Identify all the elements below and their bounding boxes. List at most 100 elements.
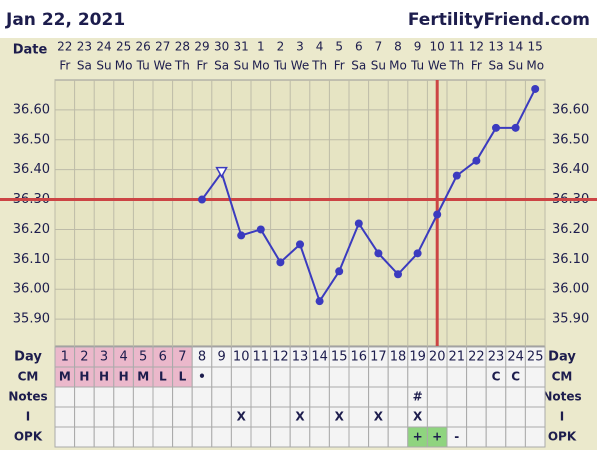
weekday: Tu bbox=[410, 59, 424, 73]
row-cell bbox=[505, 406, 526, 428]
row-cell bbox=[113, 406, 134, 428]
row-entry: M bbox=[59, 370, 71, 384]
y-tick-label-right: 36.40 bbox=[552, 162, 589, 177]
row-cell bbox=[74, 406, 95, 428]
day-number: 9 bbox=[217, 350, 225, 365]
date: 5 bbox=[335, 40, 343, 54]
date: 15 bbox=[528, 40, 543, 54]
date: 22 bbox=[57, 40, 72, 54]
row-cell bbox=[466, 406, 487, 428]
row-cell bbox=[505, 426, 526, 448]
date: 3 bbox=[296, 40, 304, 54]
data-point bbox=[433, 210, 442, 219]
row-cell bbox=[446, 406, 468, 428]
data-point bbox=[296, 240, 304, 249]
data-point bbox=[256, 225, 265, 234]
row-cell bbox=[407, 366, 428, 388]
row-cell bbox=[524, 406, 546, 428]
y-tick-label-right: 36.10 bbox=[552, 252, 589, 267]
row-cell bbox=[485, 386, 507, 408]
day-number: 22 bbox=[468, 350, 485, 365]
date: 30 bbox=[214, 40, 229, 54]
data-point bbox=[472, 156, 481, 165]
date: 14 bbox=[508, 40, 523, 54]
date: 2 bbox=[277, 40, 285, 54]
date: 25 bbox=[116, 40, 131, 54]
day-number: 17 bbox=[370, 350, 387, 365]
row-cell bbox=[191, 406, 213, 428]
row-cell bbox=[309, 386, 330, 408]
date: 4 bbox=[316, 40, 324, 54]
row-entry: + bbox=[432, 430, 442, 444]
weekday: Mo bbox=[526, 59, 544, 73]
date: 31 bbox=[234, 40, 249, 54]
row-cell bbox=[368, 366, 389, 388]
row-cell bbox=[270, 366, 291, 388]
y-tick-label: 36.40 bbox=[13, 162, 50, 177]
weekday: Fr bbox=[334, 59, 345, 73]
row-cell bbox=[348, 406, 370, 428]
date: 13 bbox=[488, 40, 503, 54]
row-cell bbox=[172, 386, 193, 408]
data-point bbox=[315, 297, 324, 306]
row-cell bbox=[270, 386, 291, 408]
row-cell bbox=[328, 426, 350, 448]
row-cell bbox=[485, 426, 507, 448]
row-cell bbox=[230, 366, 252, 388]
weekday: Fr bbox=[471, 59, 482, 73]
row-cell bbox=[426, 386, 448, 408]
row-cell bbox=[250, 426, 272, 448]
row-entry: X bbox=[413, 410, 423, 424]
row-entry: • bbox=[198, 370, 206, 384]
y-tick-label-right: 36.20 bbox=[552, 222, 589, 237]
weekday: Tu bbox=[273, 59, 287, 73]
day-number: 2 bbox=[80, 350, 88, 365]
row-cell bbox=[132, 406, 154, 428]
day-number: 24 bbox=[507, 350, 524, 365]
data-point bbox=[198, 195, 206, 204]
row-cell bbox=[211, 366, 232, 388]
day-number: 23 bbox=[488, 350, 505, 365]
date: 29 bbox=[194, 40, 209, 54]
row-cell bbox=[250, 406, 272, 428]
y-tick-label-right: 36.50 bbox=[552, 132, 589, 147]
row-cell bbox=[211, 426, 232, 448]
day-number: 13 bbox=[292, 350, 309, 365]
row-label: I bbox=[26, 410, 30, 424]
row-cell bbox=[132, 386, 154, 408]
y-tick-label-right: 36.00 bbox=[552, 282, 589, 297]
day-number: 18 bbox=[390, 350, 407, 365]
row-cell bbox=[289, 366, 311, 388]
row-entry: - bbox=[454, 430, 459, 444]
data-point bbox=[335, 267, 344, 276]
row-cell bbox=[426, 406, 448, 428]
data-point bbox=[215, 166, 228, 179]
row-entry: # bbox=[413, 390, 423, 404]
row-cell bbox=[524, 386, 546, 408]
y-tick-label-right: 36.60 bbox=[552, 102, 589, 117]
date-label: Date bbox=[13, 43, 48, 58]
row-label-right: I bbox=[560, 410, 564, 424]
row-cell bbox=[152, 386, 174, 408]
row-cell bbox=[74, 426, 95, 448]
row-cell bbox=[524, 426, 546, 448]
row-entry: L bbox=[159, 370, 167, 384]
row-entry: X bbox=[374, 410, 384, 424]
data-point bbox=[374, 249, 383, 258]
y-tick-label: 36.00 bbox=[13, 282, 50, 297]
row-label: CM bbox=[18, 370, 39, 384]
day-number: 11 bbox=[253, 350, 270, 365]
data-point bbox=[452, 171, 461, 180]
date: 6 bbox=[355, 40, 363, 54]
row-label: Notes bbox=[8, 390, 47, 404]
row-cell bbox=[348, 386, 370, 408]
weekday: Sa bbox=[214, 59, 229, 73]
chart-date: Jan 22, 2021 bbox=[5, 10, 125, 30]
row-cell bbox=[446, 386, 468, 408]
weekday: Su bbox=[371, 59, 386, 73]
weekday: Fr bbox=[59, 59, 70, 73]
row-entry: + bbox=[413, 430, 423, 444]
row-entry: H bbox=[119, 370, 129, 384]
y-tick-label-right: 35.90 bbox=[552, 312, 589, 327]
row-cell bbox=[309, 406, 330, 428]
